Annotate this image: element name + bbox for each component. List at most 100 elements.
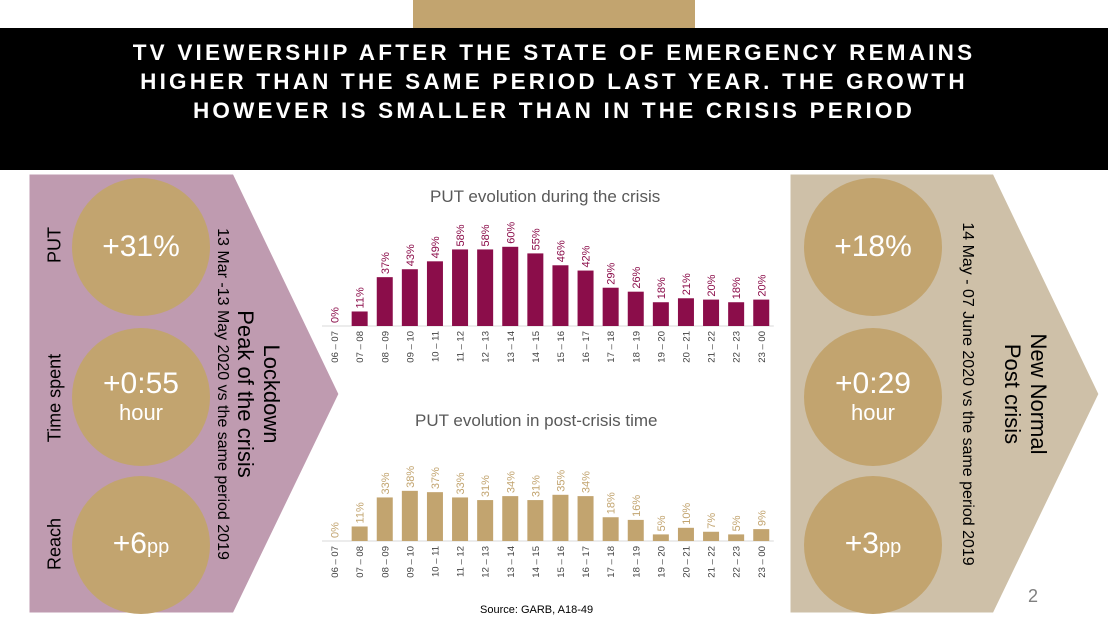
- chart-bar: [452, 249, 469, 326]
- chart-title-crisis: PUT evolution during the crisis: [430, 187, 661, 206]
- chart-bar: [652, 534, 669, 541]
- chart-bar: [627, 291, 644, 326]
- data-label: 33%: [380, 472, 392, 494]
- chart-bar: [577, 270, 594, 326]
- chart-bar: [426, 261, 443, 326]
- metric-circle-put-post: +18%: [804, 178, 942, 316]
- data-label: 10%: [681, 503, 693, 525]
- metric-value: +6: [112, 526, 147, 560]
- x-tick-label: 20 – 21: [681, 331, 692, 363]
- chart-bar: [477, 500, 494, 541]
- data-label: 31%: [530, 475, 542, 497]
- source-note: Source: GARB, A18-49: [480, 604, 594, 616]
- metric-value: +0:55: [103, 367, 179, 400]
- chart-bar: [652, 302, 669, 326]
- data-label: 42%: [581, 245, 593, 267]
- data-label: 46%: [555, 240, 567, 262]
- chart-bar: [677, 527, 694, 541]
- data-label: 38%: [405, 466, 417, 488]
- page-number: 2: [1028, 586, 1039, 606]
- chart-crisis: 0% 06 – 07 11% 07 – 08 37% 08 – 09 43% 09 – 10 4…: [322, 222, 774, 363]
- left-heading-line2: Peak of the crisis: [233, 310, 258, 478]
- x-tick-label: 10 – 11: [430, 331, 441, 362]
- x-tick-label: 13 – 14: [506, 331, 517, 363]
- x-tick-label: 15 – 16: [556, 331, 567, 363]
- data-label: 18%: [656, 277, 668, 299]
- left-period-text: 13 Mar -13 May 2020 vs the same period 2…: [214, 228, 231, 560]
- chart-bar: [577, 496, 594, 541]
- chart-bar: [627, 519, 644, 541]
- chart-bar: [677, 298, 694, 326]
- chart-bar: [502, 496, 519, 541]
- chart-post-crisis: 0% 06 – 07 11% 07 – 08 33% 08 – 09 38% 09 – 10 3…: [322, 466, 774, 578]
- x-tick-label: 06 – 07: [330, 546, 341, 578]
- data-label: 11%: [355, 502, 367, 523]
- chart-bar: [401, 490, 418, 541]
- chart-bar: [351, 526, 368, 541]
- data-label: 58%: [480, 224, 492, 246]
- x-tick-label: 19 – 20: [656, 546, 667, 578]
- x-tick-label: 19 – 20: [656, 331, 667, 363]
- metric-value: +0:29: [835, 367, 911, 400]
- chart-bar: [728, 534, 745, 541]
- x-tick-label: 09 – 10: [405, 331, 416, 363]
- data-label: 7%: [706, 513, 718, 529]
- data-label: 29%: [606, 262, 618, 284]
- metric-unit: pp: [878, 535, 902, 558]
- data-label: 9%: [756, 510, 768, 526]
- data-label: 20%: [706, 274, 718, 296]
- metric-value-row: +6pp: [112, 526, 169, 563]
- data-label: 34%: [505, 471, 517, 493]
- data-label: 43%: [405, 244, 417, 266]
- metric-unit: hour: [118, 400, 164, 425]
- chart-bar: [552, 494, 569, 541]
- data-label: 35%: [555, 470, 567, 492]
- x-tick-label: 07 – 08: [355, 331, 366, 363]
- metric-value: +18%: [834, 230, 912, 263]
- x-tick-label: 16 – 17: [581, 546, 592, 578]
- x-tick-label: 21 – 22: [707, 546, 718, 578]
- left-heading-line1: Lockdown: [259, 344, 284, 444]
- right-heading: New Normal Post crisis: [999, 333, 1051, 454]
- slide-title: TV viewership after the state of emergen…: [132, 40, 976, 123]
- chart-bar: [703, 299, 720, 326]
- data-label: 37%: [430, 467, 442, 489]
- data-label: 0%: [330, 522, 342, 538]
- chart-bar: [527, 500, 544, 541]
- data-label: 20%: [756, 274, 768, 296]
- metric-circle-reach-post: +3pp: [804, 476, 942, 614]
- metric-label-time-spent: Time spent: [44, 353, 65, 443]
- chart-bar: [452, 497, 469, 541]
- x-tick-label: 18 – 19: [631, 546, 642, 578]
- x-tick-label: 22 – 23: [732, 331, 743, 363]
- chart-bar: [552, 265, 569, 326]
- x-tick-label: 09 – 10: [405, 546, 416, 578]
- metric-value-row: +3pp: [845, 527, 902, 563]
- metric-unit: hour: [850, 400, 896, 425]
- x-tick-label: 16 – 17: [581, 331, 592, 363]
- metric-circle-put-crisis: +31%: [72, 178, 210, 316]
- x-tick-label: 17 – 18: [606, 546, 617, 578]
- x-tick-label: 11 – 12: [456, 546, 467, 577]
- chart-bar: [753, 299, 770, 326]
- data-label: 31%: [480, 475, 492, 497]
- chart-bar: [502, 246, 519, 326]
- chart-title-post-crisis: PUT evolution in post-crisis time: [415, 411, 658, 430]
- header-banner: [0, 28, 1108, 170]
- title-accent-tab: [413, 0, 695, 28]
- right-heading-line1: New Normal: [1026, 333, 1051, 455]
- x-tick-label: 12 – 13: [481, 331, 492, 363]
- chart-bar: [401, 269, 418, 326]
- data-label: 11%: [355, 287, 367, 308]
- x-tick-label: 08 – 09: [380, 546, 391, 578]
- data-label: 18%: [606, 492, 618, 514]
- chart-bar: [753, 529, 770, 541]
- data-label: 33%: [455, 472, 467, 494]
- data-label: 26%: [631, 266, 643, 288]
- data-label: 58%: [455, 224, 467, 246]
- chart-bar: [351, 311, 368, 326]
- data-label: 37%: [380, 252, 392, 274]
- left-heading: Lockdown Peak of the crisis: [232, 310, 284, 478]
- x-tick-label: 12 – 13: [481, 546, 492, 578]
- data-label: 34%: [581, 471, 593, 493]
